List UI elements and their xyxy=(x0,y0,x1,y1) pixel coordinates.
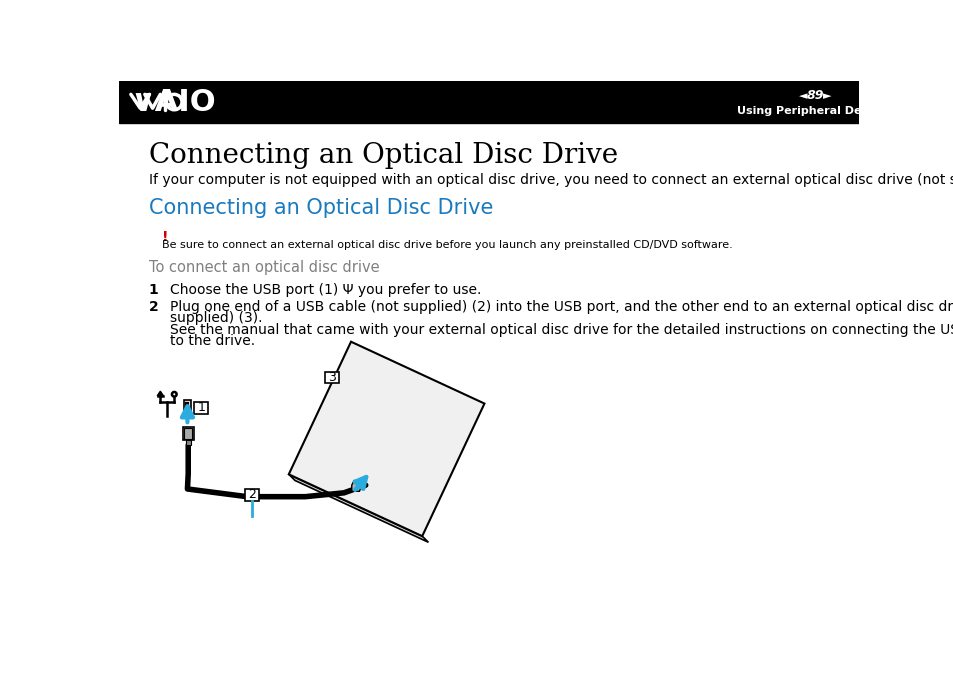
Bar xyxy=(185,410,190,412)
Polygon shape xyxy=(352,481,361,491)
Text: ►: ► xyxy=(821,91,830,100)
Text: 89: 89 xyxy=(805,89,823,102)
Text: 1: 1 xyxy=(197,401,205,415)
Bar xyxy=(186,441,191,445)
Text: Using Peripheral Devices: Using Peripheral Devices xyxy=(737,106,892,117)
Text: 1: 1 xyxy=(149,282,158,297)
Text: Be sure to connect an external optical disc drive before you launch any preinsta: Be sure to connect an external optical d… xyxy=(162,240,732,250)
Polygon shape xyxy=(157,391,163,396)
Bar xyxy=(183,400,191,417)
Text: 2: 2 xyxy=(248,488,255,501)
Text: 2: 2 xyxy=(149,301,158,314)
Text: ∨AIO: ∨AIO xyxy=(131,88,216,117)
Text: To connect an optical disc drive: To connect an optical disc drive xyxy=(149,260,379,275)
Text: !: ! xyxy=(162,231,168,244)
Polygon shape xyxy=(289,342,484,536)
Bar xyxy=(245,489,258,501)
Text: 3: 3 xyxy=(327,371,335,384)
Text: Connecting an Optical Disc Drive: Connecting an Optical Disc Drive xyxy=(149,142,618,169)
Text: See the manual that came with your external optical disc drive for the detailed : See the manual that came with your exter… xyxy=(170,324,953,338)
Bar xyxy=(324,372,338,384)
Text: VAIO: VAIO xyxy=(129,88,203,116)
Bar xyxy=(119,81,858,123)
Polygon shape xyxy=(289,474,428,543)
Text: Plug one end of a USB cable (not supplied) (2) into the USB port, and the other : Plug one end of a USB cable (not supplie… xyxy=(170,301,953,314)
Text: If your computer is not equipped with an optical disc drive, you need to connect: If your computer is not equipped with an… xyxy=(149,173,953,187)
Bar xyxy=(194,402,208,414)
Bar xyxy=(185,402,190,406)
Text: Choose the USB port (1) Ψ you prefer to use.: Choose the USB port (1) Ψ you prefer to … xyxy=(170,282,480,297)
Text: supplied) (3).: supplied) (3). xyxy=(170,311,262,325)
Text: ◄: ◄ xyxy=(799,91,807,100)
Bar xyxy=(183,427,193,441)
Text: Connecting an Optical Disc Drive: Connecting an Optical Disc Drive xyxy=(149,198,493,218)
Text: to the drive.: to the drive. xyxy=(170,334,254,348)
Bar xyxy=(184,428,193,439)
